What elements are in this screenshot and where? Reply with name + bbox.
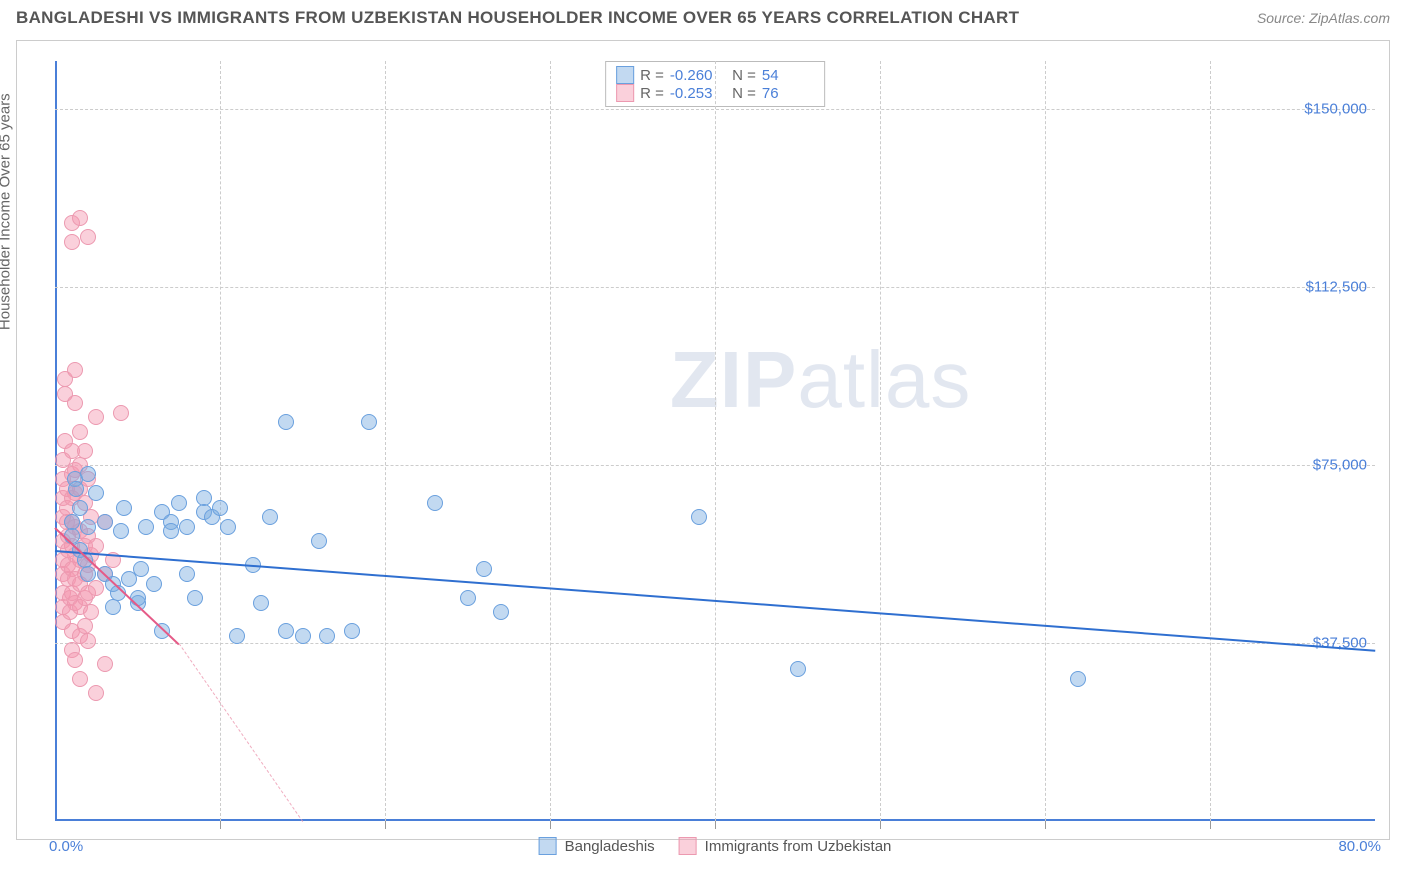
data-point xyxy=(253,595,269,611)
y-tick-label: $112,500 xyxy=(1306,278,1367,295)
x-tick xyxy=(1210,821,1211,829)
data-point xyxy=(77,443,93,459)
data-point xyxy=(88,685,104,701)
data-point xyxy=(80,633,96,649)
gridline-v xyxy=(220,61,221,821)
data-point xyxy=(179,566,195,582)
data-point xyxy=(72,671,88,687)
data-point xyxy=(278,414,294,430)
legend-label: Bangladeshis xyxy=(565,838,655,855)
legend-item: Bangladeshis xyxy=(539,837,655,855)
legend-label: Immigrants from Uzbekistan xyxy=(705,838,892,855)
data-point xyxy=(72,500,88,516)
gridline-v xyxy=(715,61,716,821)
data-point xyxy=(427,495,443,511)
chart-container: Householder Income Over 65 years ZIPatla… xyxy=(16,40,1390,840)
data-point xyxy=(105,599,121,615)
legend-item: Immigrants from Uzbekistan xyxy=(679,837,892,855)
x-tick xyxy=(1045,821,1046,829)
data-point xyxy=(113,405,129,421)
stat-n-value: 54 xyxy=(762,67,814,84)
legend-swatch xyxy=(539,837,557,855)
data-point xyxy=(179,519,195,535)
y-tick-label: $75,000 xyxy=(1313,456,1367,473)
data-point xyxy=(80,229,96,245)
data-point xyxy=(113,523,129,539)
gridline-v xyxy=(385,61,386,821)
source-label: Source: ZipAtlas.com xyxy=(1257,10,1390,26)
x-tick xyxy=(550,821,551,829)
data-point xyxy=(220,519,236,535)
data-point xyxy=(171,495,187,511)
data-point xyxy=(97,656,113,672)
trend-line xyxy=(178,643,303,822)
data-point xyxy=(229,628,245,644)
stat-r-key: R = xyxy=(640,85,664,102)
series-swatch xyxy=(616,66,634,84)
data-point xyxy=(262,509,278,525)
data-point xyxy=(80,519,96,535)
data-point xyxy=(146,576,162,592)
plot-area: ZIPatlas R =-0.260 N =54R =-0.253 N =76 … xyxy=(55,61,1375,821)
data-point xyxy=(138,519,154,535)
stat-r-key: R = xyxy=(640,67,664,84)
series-swatch xyxy=(616,84,634,102)
data-point xyxy=(691,509,707,525)
x-tick xyxy=(220,821,221,829)
data-point xyxy=(790,661,806,677)
data-point xyxy=(344,623,360,639)
data-point xyxy=(295,628,311,644)
x-min-label: 0.0% xyxy=(49,838,83,855)
data-point xyxy=(187,590,203,606)
data-point xyxy=(67,652,83,668)
x-tick xyxy=(385,821,386,829)
data-point xyxy=(163,523,179,539)
data-point xyxy=(319,628,335,644)
data-point xyxy=(68,481,84,497)
stat-n-key: N = xyxy=(728,85,756,102)
data-point xyxy=(97,514,113,530)
data-point xyxy=(72,424,88,440)
data-point xyxy=(133,561,149,577)
data-point xyxy=(278,623,294,639)
x-max-label: 80.0% xyxy=(1338,838,1381,855)
legend: Bangladeshis Immigrants from Uzbekistan xyxy=(539,837,892,855)
data-point xyxy=(88,485,104,501)
data-point xyxy=(493,604,509,620)
x-tick xyxy=(715,821,716,829)
data-point xyxy=(88,409,104,425)
data-point xyxy=(80,466,96,482)
gridline-v xyxy=(880,61,881,821)
data-point xyxy=(1070,671,1086,687)
data-point xyxy=(64,234,80,250)
legend-swatch xyxy=(679,837,697,855)
gridline-v xyxy=(1210,61,1211,821)
data-point xyxy=(80,566,96,582)
gridline-v xyxy=(1045,61,1046,821)
data-point xyxy=(476,561,492,577)
stat-n-value: 76 xyxy=(762,85,814,102)
data-point xyxy=(72,210,88,226)
data-point xyxy=(88,580,104,596)
data-point xyxy=(460,590,476,606)
chart-title: BANGLADESHI VS IMMIGRANTS FROM UZBEKISTA… xyxy=(16,8,1019,28)
data-point xyxy=(116,500,132,516)
data-point xyxy=(88,538,104,554)
data-point xyxy=(212,500,228,516)
data-point xyxy=(67,395,83,411)
data-point xyxy=(311,533,327,549)
data-point xyxy=(361,414,377,430)
data-point xyxy=(67,362,83,378)
stat-n-key: N = xyxy=(728,67,756,84)
y-axis-label: Householder Income Over 65 years xyxy=(0,93,14,330)
gridline-v xyxy=(550,61,551,821)
x-tick xyxy=(880,821,881,829)
data-point xyxy=(83,604,99,620)
y-tick-label: $150,000 xyxy=(1304,100,1367,117)
